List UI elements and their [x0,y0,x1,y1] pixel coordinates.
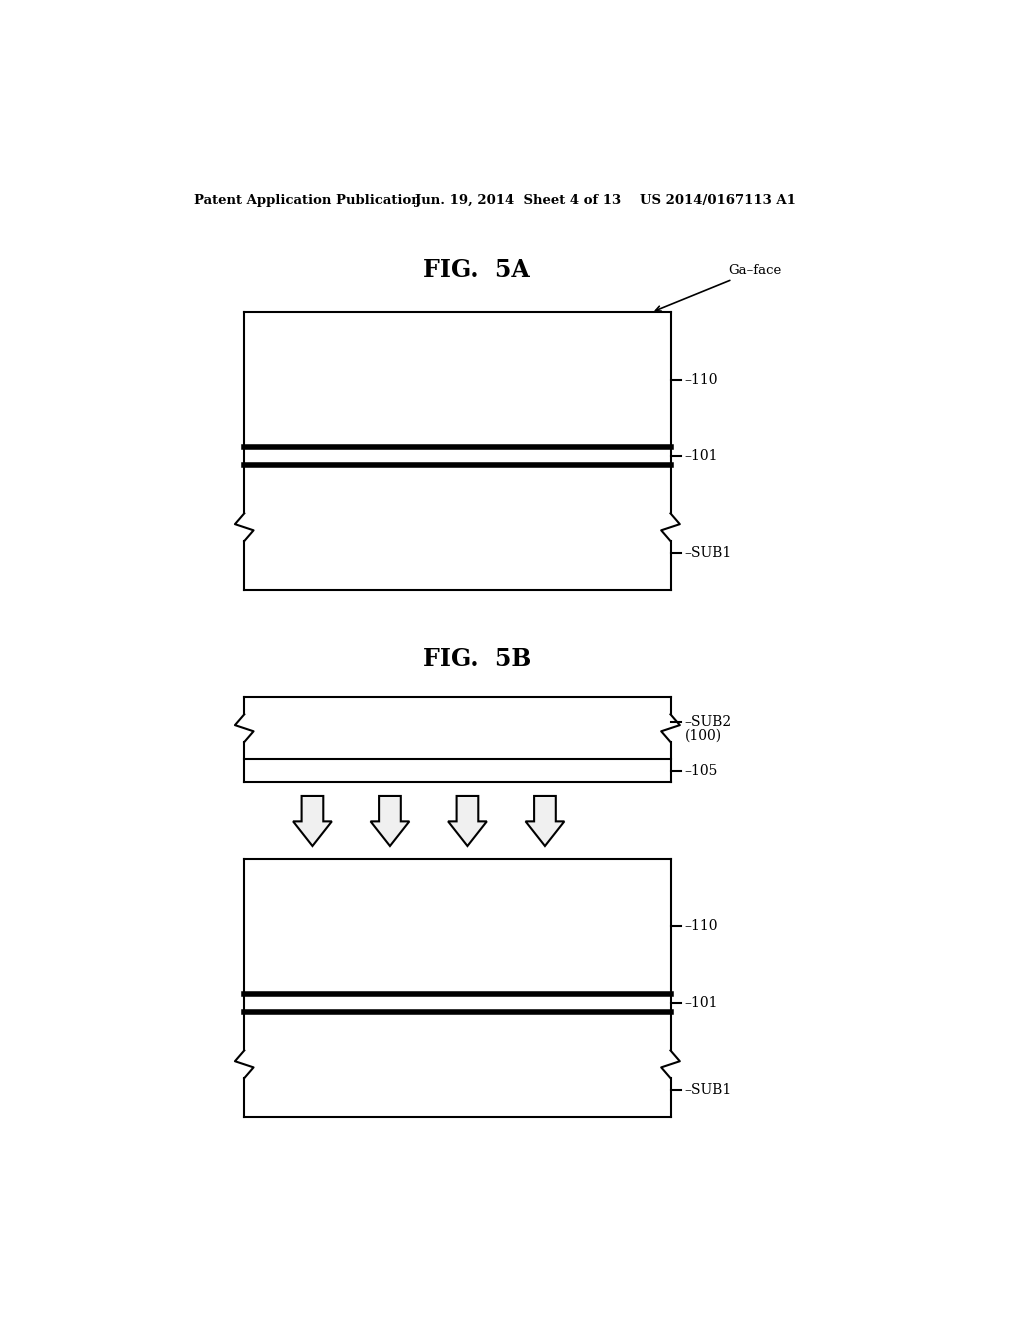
Text: –105: –105 [684,763,718,777]
Text: –101: –101 [684,449,718,463]
Text: FIG.  5A: FIG. 5A [423,257,530,282]
Polygon shape [371,796,410,846]
Text: –110: –110 [684,920,718,933]
Polygon shape [293,796,332,846]
Text: Jun. 19, 2014  Sheet 4 of 13: Jun. 19, 2014 Sheet 4 of 13 [415,194,621,207]
Text: –SUB2: –SUB2 [684,715,731,729]
Polygon shape [525,796,564,846]
Text: –101: –101 [684,995,718,1010]
Text: Ga–face: Ga–face [655,264,782,312]
Text: –110: –110 [684,372,718,387]
Text: (100): (100) [684,729,722,743]
Text: FIG.  5B: FIG. 5B [423,647,530,671]
Text: –SUB1: –SUB1 [684,1082,732,1097]
Text: Patent Application Publication: Patent Application Publication [194,194,421,207]
Text: –SUB1: –SUB1 [684,545,732,560]
Text: US 2014/0167113 A1: US 2014/0167113 A1 [640,194,796,207]
Polygon shape [449,796,486,846]
